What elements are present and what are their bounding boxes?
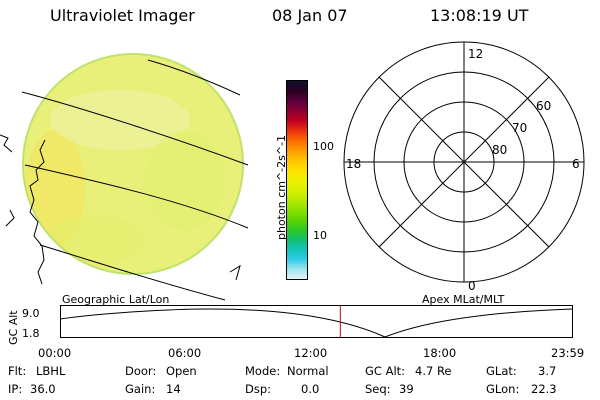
mlat-label-80: 80 (492, 143, 507, 157)
glat-label: GLat: (486, 364, 517, 378)
ip-label: IP: (8, 382, 23, 396)
altitude-plot-frame (60, 305, 573, 338)
glon-value: 22.3 (531, 382, 557, 396)
glat-value: 3.7 (538, 364, 557, 378)
mode-value: Normal (287, 364, 329, 378)
polar-diagonal (378, 76, 550, 248)
geographic-projection-label: Geographic Lat/Lon (62, 293, 170, 306)
gc-altitude-value: 4.7 Re (415, 364, 452, 378)
ip-value: 36.0 (30, 382, 56, 396)
filter-value: LBHL (36, 364, 66, 378)
time-tick-2359: 23:59 (551, 346, 585, 360)
dsp-label: Dsp: (245, 382, 272, 396)
altitude-curve (59, 308, 573, 338)
mode-label: Mode: (245, 364, 281, 378)
grid-line (21, 91, 249, 166)
altitude-tick-low: 1.8 (22, 327, 40, 340)
observation-time: 13:08:19 UT (430, 6, 529, 25)
polar-plot: 12 18 6 0 60 70 80 (343, 41, 585, 293)
mlat-label-70: 70 (512, 121, 527, 135)
gc-altitude-label: GC Alt: (365, 364, 406, 378)
grid-line (39, 244, 226, 301)
door-value: Open (166, 364, 197, 378)
door-label: Door: (125, 364, 157, 378)
colorbar-tick-100: 100 (313, 140, 334, 153)
mlt-label-0: 0 (468, 279, 476, 293)
grid-line (147, 59, 241, 96)
latitude-grid (21, 59, 249, 301)
grid-line (24, 164, 249, 229)
uv-image (0, 53, 249, 301)
mlt-label-6: 6 (572, 157, 580, 171)
altitude-tick-high: 9.0 (22, 307, 40, 320)
colorbar-units-label: photon cm^-2s^-1 (275, 134, 288, 240)
sequence-value: 39 (399, 382, 414, 396)
time-tick-1800: 18:00 (423, 346, 457, 360)
time-tick-0000: 00:00 (38, 346, 72, 360)
altitude-plot (59, 305, 573, 338)
glon-label: GLon: (486, 382, 520, 396)
coastline-segment (229, 264, 241, 281)
mlt-label-18: 18 (346, 157, 361, 171)
observation-date: 08 Jan 07 (272, 6, 348, 25)
gain-label: Gain: (125, 382, 156, 396)
time-tick-0600: 06:00 (168, 346, 202, 360)
mlt-label-12: 12 (468, 47, 483, 61)
time-tick-1200: 12:00 (294, 346, 328, 360)
altitude-axis-label: GC Alt (7, 310, 20, 345)
mlat-label-60: 60 (536, 99, 551, 113)
gain-value: 14 (166, 382, 181, 396)
coastline-segment (5, 209, 15, 227)
coastline (0, 134, 241, 285)
instrument-title: Ultraviolet Imager (50, 6, 195, 25)
sequence-label: Seq: (365, 382, 391, 396)
filter-label: Flt: (8, 364, 27, 378)
coastline-segment (0, 134, 13, 153)
disk-texture (25, 90, 225, 265)
colorbar-tick-10: 10 (313, 229, 327, 242)
color-scale-bar (286, 80, 308, 280)
apex-projection-label: Apex MLat/MLT (422, 293, 505, 306)
dsp-value: 0.0 (301, 382, 320, 396)
coastline-segment (29, 139, 46, 285)
